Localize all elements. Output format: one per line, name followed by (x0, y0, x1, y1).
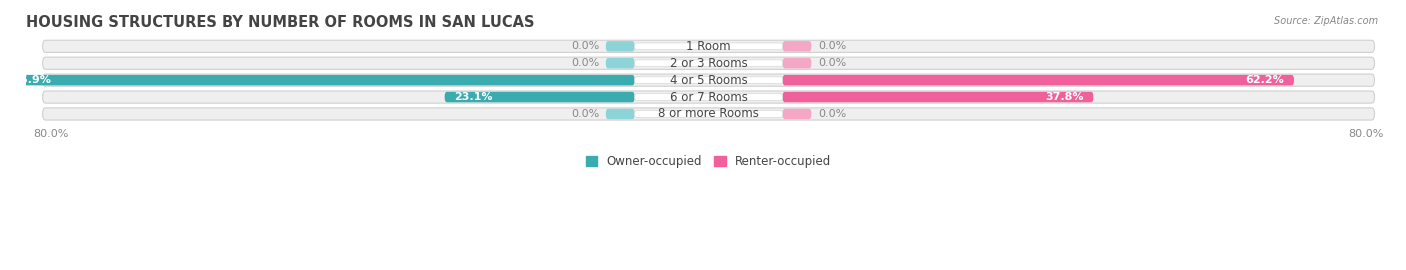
FancyBboxPatch shape (634, 111, 783, 117)
FancyBboxPatch shape (783, 58, 811, 69)
FancyBboxPatch shape (42, 108, 1375, 120)
FancyBboxPatch shape (606, 58, 634, 69)
Text: 23.1%: 23.1% (454, 92, 494, 102)
FancyBboxPatch shape (783, 109, 811, 119)
Text: 2 or 3 Rooms: 2 or 3 Rooms (669, 57, 748, 70)
Text: 0.0%: 0.0% (818, 41, 846, 51)
Text: 4 or 5 Rooms: 4 or 5 Rooms (669, 74, 748, 87)
Text: 76.9%: 76.9% (13, 75, 51, 85)
FancyBboxPatch shape (42, 74, 1375, 86)
FancyBboxPatch shape (634, 43, 783, 50)
FancyBboxPatch shape (783, 75, 1294, 85)
FancyBboxPatch shape (444, 92, 634, 102)
Text: 0.0%: 0.0% (818, 109, 846, 119)
FancyBboxPatch shape (783, 41, 811, 52)
Text: 0.0%: 0.0% (818, 58, 846, 68)
FancyBboxPatch shape (3, 75, 634, 85)
FancyBboxPatch shape (606, 109, 634, 119)
FancyBboxPatch shape (634, 94, 783, 100)
FancyBboxPatch shape (42, 40, 1375, 52)
FancyBboxPatch shape (42, 57, 1375, 69)
FancyBboxPatch shape (634, 77, 783, 83)
Legend: Owner-occupied, Renter-occupied: Owner-occupied, Renter-occupied (585, 155, 831, 168)
FancyBboxPatch shape (634, 60, 783, 67)
Text: 37.8%: 37.8% (1045, 92, 1084, 102)
Text: Source: ZipAtlas.com: Source: ZipAtlas.com (1274, 16, 1378, 26)
FancyBboxPatch shape (42, 91, 1375, 103)
Text: 1 Room: 1 Room (686, 40, 731, 53)
Text: 62.2%: 62.2% (1246, 75, 1284, 85)
Text: HOUSING STRUCTURES BY NUMBER OF ROOMS IN SAN LUCAS: HOUSING STRUCTURES BY NUMBER OF ROOMS IN… (27, 15, 534, 30)
Text: 6 or 7 Rooms: 6 or 7 Rooms (669, 90, 748, 104)
Text: 0.0%: 0.0% (571, 109, 599, 119)
Text: 0.0%: 0.0% (571, 58, 599, 68)
FancyBboxPatch shape (606, 41, 634, 52)
Text: 8 or more Rooms: 8 or more Rooms (658, 107, 759, 120)
FancyBboxPatch shape (783, 92, 1094, 102)
Text: 0.0%: 0.0% (571, 41, 599, 51)
